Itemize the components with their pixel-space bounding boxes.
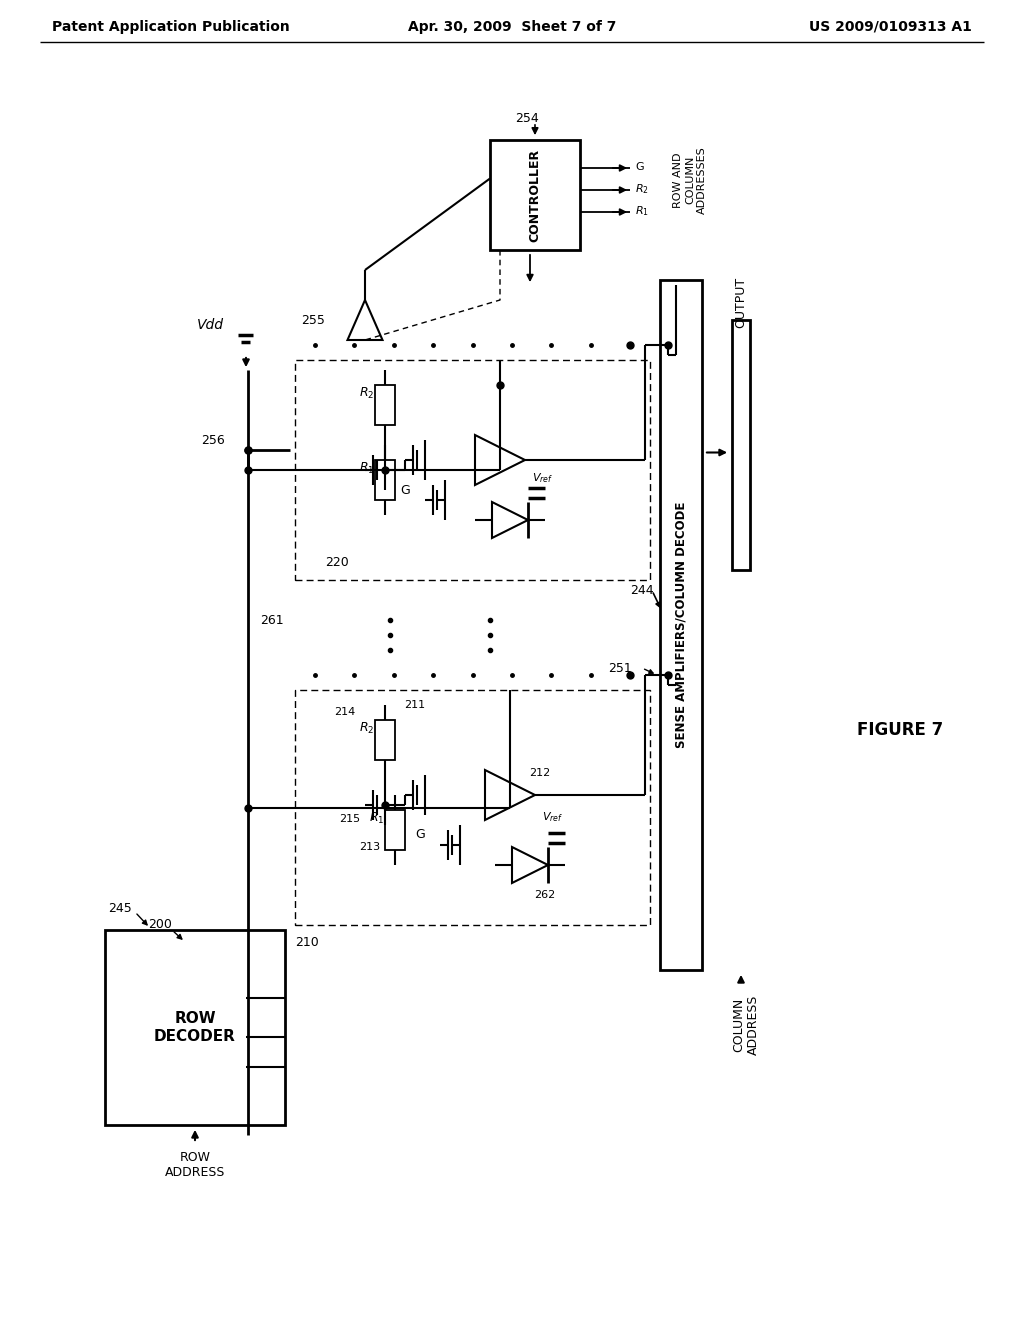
Text: 211: 211 [404, 700, 426, 710]
Text: 245: 245 [109, 902, 132, 915]
Text: $V_{ref}$: $V_{ref}$ [532, 471, 553, 484]
Text: G: G [635, 162, 644, 172]
Text: $R_2$: $R_2$ [359, 385, 375, 400]
Bar [490, 140, 580, 249]
Text: 251: 251 [608, 661, 632, 675]
Text: 212: 212 [529, 768, 551, 777]
Text: SENSE AMPLIFIERS/COLUMN DECODE: SENSE AMPLIFIERS/COLUMN DECODE [675, 502, 687, 748]
Text: 213: 213 [359, 842, 381, 851]
Text: COLUMN
ADDRESS: COLUMN ADDRESS [732, 995, 760, 1055]
Bar [660, 280, 702, 970]
Text: 220: 220 [325, 556, 349, 569]
Bar [295, 360, 650, 579]
Bar [295, 690, 650, 925]
Text: CONTROLLER: CONTROLLER [528, 148, 542, 242]
Text: FIGURE 7: FIGURE 7 [857, 721, 943, 739]
Text: 261: 261 [260, 614, 284, 627]
Text: OUTPUT: OUTPUT [734, 276, 748, 327]
Text: 200: 200 [148, 919, 172, 932]
Text: $R_1$: $R_1$ [359, 461, 375, 475]
Text: Vdd: Vdd [197, 318, 223, 333]
Bar [375, 459, 395, 500]
Text: Patent Application Publication: Patent Application Publication [52, 20, 290, 34]
Text: Apr. 30, 2009  Sheet 7 of 7: Apr. 30, 2009 Sheet 7 of 7 [408, 20, 616, 34]
Bar [105, 931, 285, 1125]
Text: ROW
ADDRESS: ROW ADDRESS [165, 1151, 225, 1179]
Text: 214: 214 [335, 708, 355, 717]
Text: G: G [415, 829, 425, 842]
Text: $R_1$: $R_1$ [370, 810, 385, 825]
Text: 256: 256 [201, 433, 225, 446]
Bar [375, 385, 395, 425]
Text: $V_{ref}$: $V_{ref}$ [542, 810, 563, 824]
Text: 254: 254 [515, 111, 539, 124]
Text: ROW AND
COLUMN
ADDRESSES: ROW AND COLUMN ADDRESSES [674, 147, 707, 214]
Text: 210: 210 [295, 936, 318, 949]
Bar [375, 719, 395, 760]
Text: ROW
DECODER: ROW DECODER [154, 1011, 236, 1044]
Text: $R_1$: $R_1$ [635, 205, 649, 218]
Text: $R_2$: $R_2$ [359, 721, 375, 735]
Text: $R_2$: $R_2$ [635, 182, 649, 195]
Text: 244: 244 [630, 583, 653, 597]
Text: 255: 255 [301, 314, 325, 326]
Text: 215: 215 [339, 814, 360, 824]
Text: US 2009/0109313 A1: US 2009/0109313 A1 [809, 20, 972, 34]
Text: G: G [400, 483, 410, 496]
Bar [732, 319, 750, 570]
Bar [385, 810, 406, 850]
Text: 262: 262 [535, 890, 556, 900]
